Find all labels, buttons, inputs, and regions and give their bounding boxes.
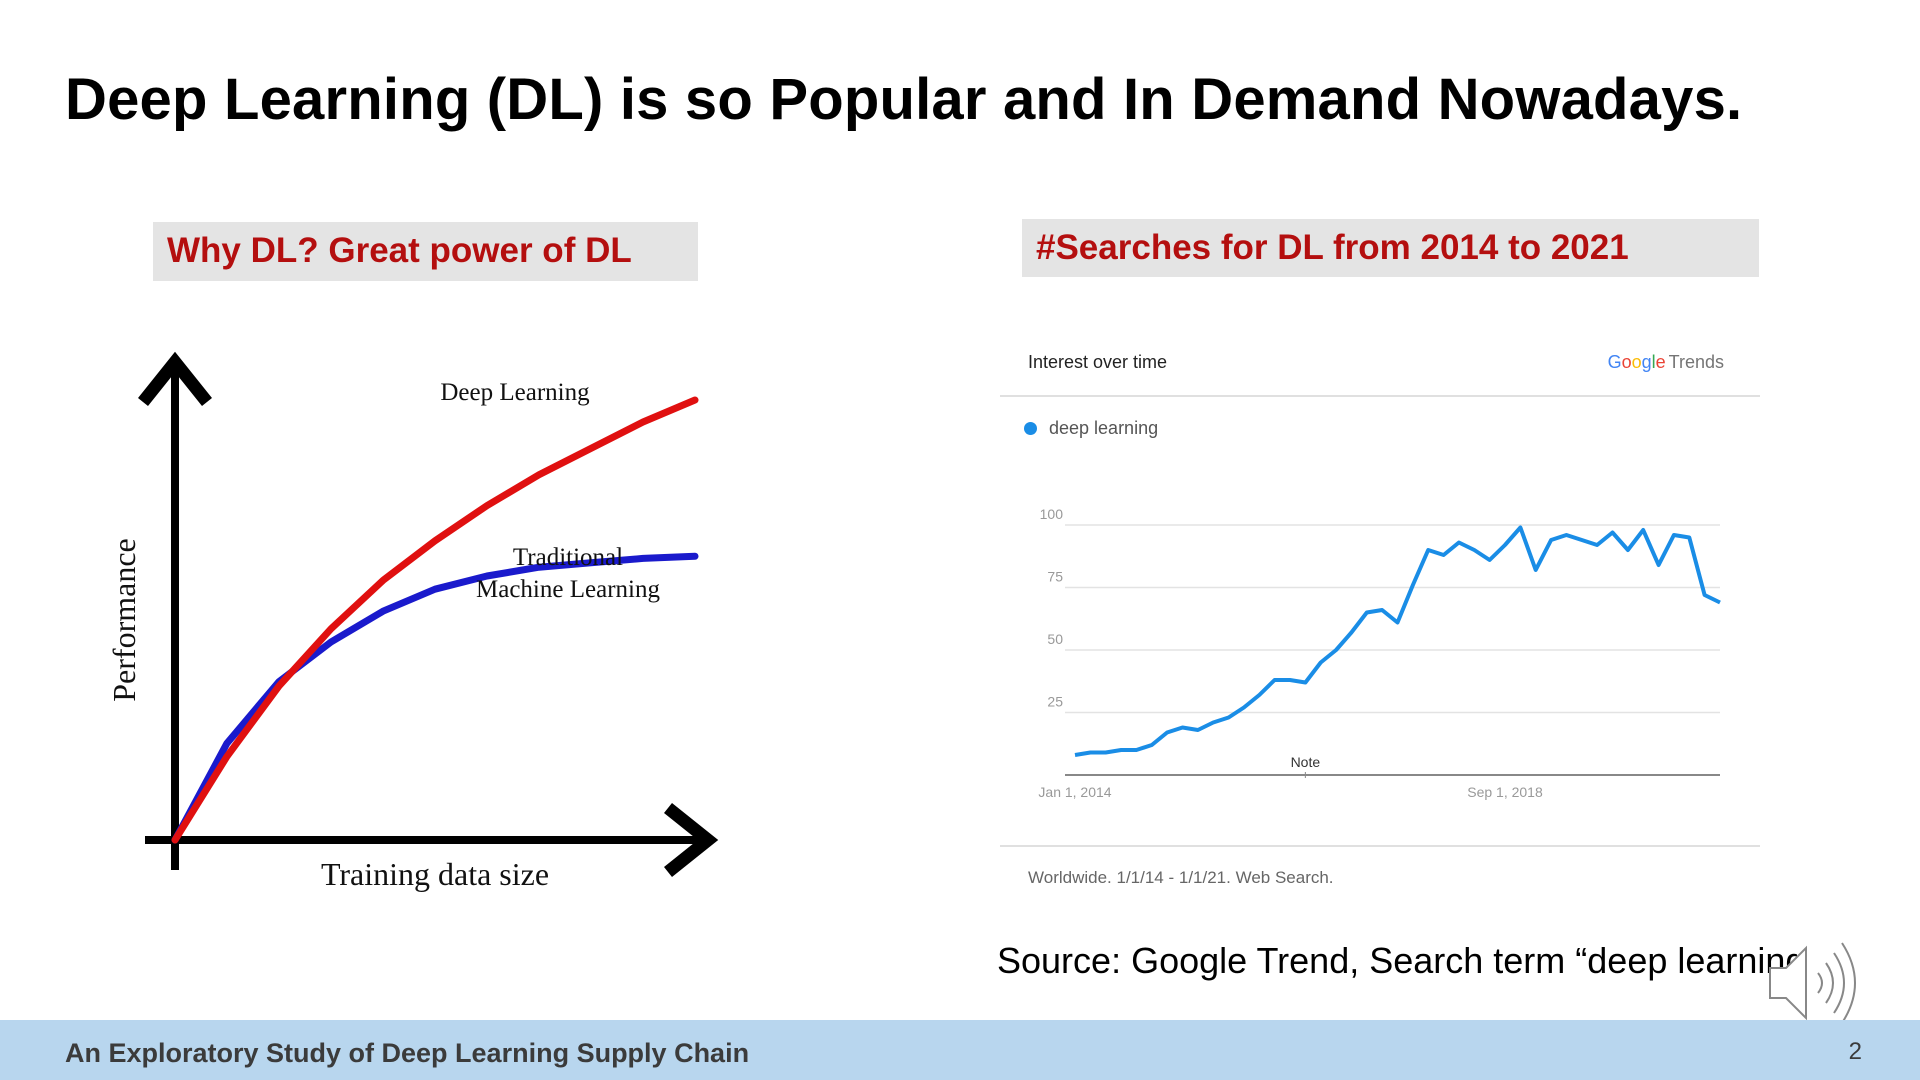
footer-title: An Exploratory Study of Deep Learning Su… bbox=[65, 1038, 750, 1068]
x-tick-label: Jan 1, 2014 bbox=[1038, 784, 1111, 800]
annotation-note: Note bbox=[1291, 754, 1321, 770]
trend-chart: 25 50 75 100 Note Jan 1, 2014 Sep 1, 2018 bbox=[1038, 506, 1721, 800]
deep-learning-label: Deep Learning bbox=[440, 379, 590, 406]
source-caption: Source: Google Trend, Search term “deep … bbox=[997, 940, 1797, 981]
footer-bar: An Exploratory Study of Deep Learning Su… bbox=[0, 1020, 1920, 1080]
y-tick-label: 50 bbox=[1047, 631, 1063, 647]
page-number: 2 bbox=[1848, 1038, 1862, 1065]
trends-header-divider bbox=[1000, 395, 1760, 397]
left-panel-label: Why DL? Great power of DL bbox=[153, 222, 698, 281]
traditional-ml-label: Traditional bbox=[513, 544, 623, 571]
deep-learning-trend-line bbox=[1074, 525, 1721, 757]
speaker-icon[interactable] bbox=[1766, 938, 1881, 1028]
y-tick-label: 100 bbox=[1040, 506, 1064, 522]
deep-learning-curve bbox=[171, 396, 699, 844]
legend-dot-icon bbox=[1024, 422, 1037, 435]
traditional-ml-curve bbox=[171, 552, 699, 844]
x-tick-label: Sep 1, 2018 bbox=[1467, 784, 1543, 800]
trends-legend: deep learning bbox=[1024, 418, 1158, 439]
y-axis-label: Performance bbox=[106, 538, 142, 701]
traditional-ml-label: Machine Learning bbox=[476, 576, 660, 603]
y-tick-label: 75 bbox=[1047, 569, 1063, 585]
right-panel-label: #Searches for DL from 2014 to 2021 bbox=[1022, 219, 1759, 277]
trends-header-title: Interest over time bbox=[1028, 352, 1168, 372]
slide-title: Deep Learning (DL) is so Popular and In … bbox=[65, 67, 1743, 132]
x-axis-label: Training data size bbox=[321, 856, 549, 892]
trends-footnote: Worldwide. 1/1/14 - 1/1/21. Web Search. bbox=[1028, 868, 1334, 887]
performance-chart: Deep Learning Traditional Machine Learning… bbox=[106, 351, 719, 892]
google-trends-logo: Google Trends bbox=[1607, 352, 1724, 372]
legend-label: deep learning bbox=[1049, 418, 1159, 438]
y-tick-label: 25 bbox=[1047, 694, 1063, 710]
trends-panel: Interest over time Google Trends deep lea… bbox=[1000, 330, 1760, 900]
trends-footer-divider bbox=[1000, 845, 1760, 847]
